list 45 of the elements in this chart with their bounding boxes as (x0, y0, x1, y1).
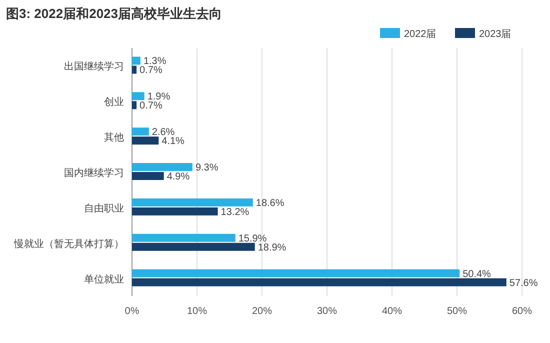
bar (132, 66, 137, 74)
x-tick-label: 30% (316, 306, 338, 317)
x-tick-label: 0% (124, 306, 140, 317)
bar (132, 101, 137, 110)
legend-label: 2023届 (479, 29, 512, 40)
data-label: 18.9% (258, 242, 286, 254)
bar (132, 172, 164, 180)
x-tick-label: 40% (382, 306, 402, 317)
bar (132, 163, 192, 171)
bar (132, 207, 218, 216)
y-tick-label: 单位就业 (84, 273, 124, 286)
y-tick-label: 自由职业 (84, 202, 124, 214)
bar (132, 136, 159, 145)
bar (132, 128, 149, 136)
data-label: 9.3% (195, 162, 218, 174)
bar (132, 242, 255, 251)
data-label: 1.9% (147, 92, 170, 103)
bar (132, 198, 253, 206)
data-label: 1.3% (143, 56, 166, 68)
data-label: 4.1% (162, 136, 185, 148)
y-tick-label: 国内继续学习 (64, 167, 124, 179)
data-label: 13.2% (220, 206, 250, 218)
bar (132, 56, 140, 65)
data-label: 0.7% (140, 100, 162, 112)
data-label: 50.4% (462, 268, 492, 280)
data-label: 57.6% (509, 278, 538, 289)
data-label: 0.7% (140, 65, 162, 76)
x-tick-label: 50% (446, 306, 468, 317)
bar (132, 269, 460, 278)
data-label: 2.6% (152, 127, 175, 138)
data-label: 18.6% (256, 198, 284, 209)
y-tick-label: 慢就业（暂无具体打算） (13, 238, 124, 250)
chart-title: 图3: 2022届和2023届高校毕业生去向 (6, 6, 222, 21)
y-tick-label: 出国继续学习 (64, 60, 124, 73)
x-tick-label: 60% (512, 306, 532, 317)
y-tick-label: 创业 (104, 96, 124, 108)
bar (132, 92, 144, 100)
bar (132, 278, 506, 286)
data-label: 15.9% (238, 233, 267, 244)
legend-label: 2022届 (404, 29, 436, 40)
x-tick-label: 20% (252, 306, 272, 317)
data-label: 4.9% (166, 172, 190, 182)
bar (132, 234, 236, 242)
x-tick-label: 10% (186, 306, 208, 317)
y-tick-label: 其他 (104, 132, 124, 144)
